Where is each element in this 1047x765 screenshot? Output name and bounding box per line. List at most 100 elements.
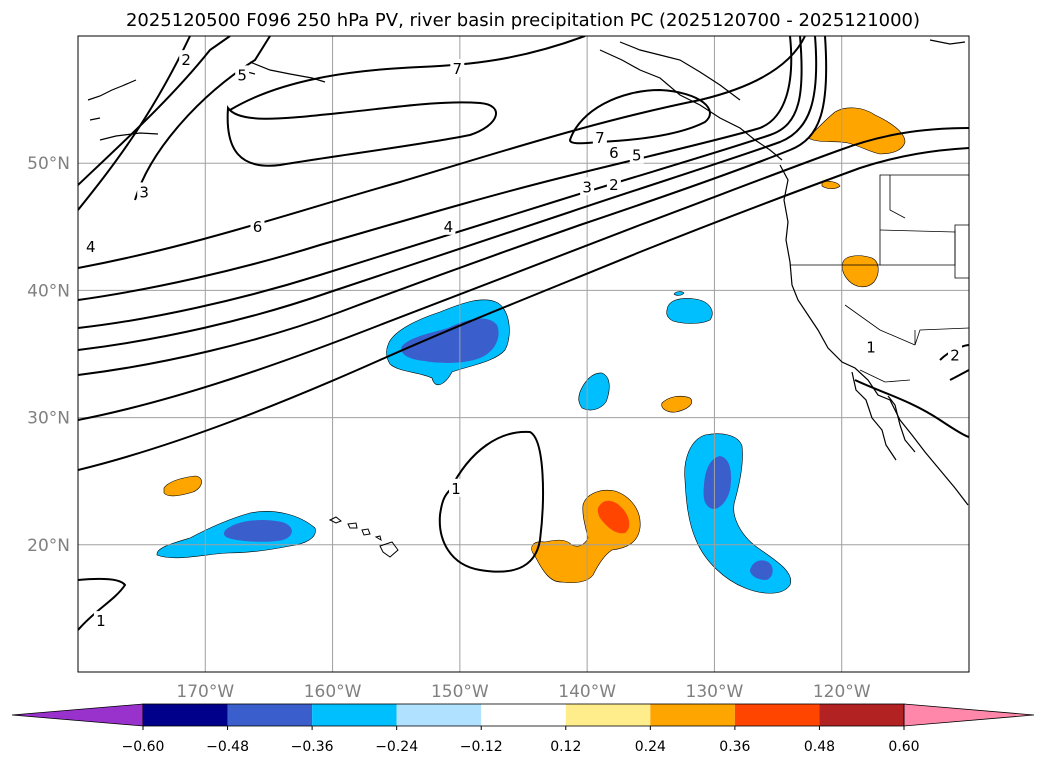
precip-region-west-positive xyxy=(163,475,202,497)
contour-label-bg xyxy=(863,337,878,356)
contour-label-bg xyxy=(441,216,456,235)
pv-contour-label: 3 xyxy=(139,183,149,201)
hawaiian-islands xyxy=(328,516,399,558)
lat-tick-label: 50°N xyxy=(27,154,70,174)
lon-tick-label: 130°W xyxy=(686,682,744,702)
pv-contour-1-east xyxy=(854,379,969,438)
pv-contour-1-tropical xyxy=(438,430,544,573)
contour-label-bg xyxy=(629,145,644,164)
pv-contour-label: 1 xyxy=(451,480,461,498)
colorbar-tick-label: −0.36 xyxy=(291,739,334,755)
pv-contour-label: 6 xyxy=(609,144,619,162)
lat-tick-label: 30°N xyxy=(27,409,70,429)
precip-region-hawaii-west xyxy=(156,511,316,559)
pv-contour-label: 2 xyxy=(609,176,619,194)
precip-region-hawaii-east-positive xyxy=(531,489,641,584)
gridlines xyxy=(78,36,969,672)
lon-tick-label: 120°W xyxy=(813,682,871,702)
pv-contour-label: 6 xyxy=(253,218,263,236)
pv-contour-ridge-5 xyxy=(78,127,969,421)
pv-contour-label: 7 xyxy=(595,129,605,147)
colorbar-extend-max xyxy=(903,703,1035,727)
contour-label-bg xyxy=(83,237,98,256)
colorbar-segment xyxy=(819,704,904,726)
contour-label-bg xyxy=(450,59,465,78)
pv-contour-label: 3 xyxy=(582,178,592,196)
contour-label-bg xyxy=(606,143,621,162)
lon-tick-label: 140°W xyxy=(558,682,616,702)
contour-label-bg xyxy=(235,65,250,84)
latitude-tick-labels: 20°N 30°N 40°N 50°N xyxy=(27,154,70,556)
pv-contour-label: 4 xyxy=(444,218,454,236)
contour-label-bg xyxy=(137,182,152,201)
contour-label-bg xyxy=(449,478,464,497)
pv-contour-3-west xyxy=(78,36,231,186)
colorbar-segment xyxy=(227,704,313,726)
pv-contour-2-east-b xyxy=(949,369,969,381)
contour-label-bg xyxy=(947,345,962,364)
colorbar-segment xyxy=(481,704,566,726)
contour-label-bg xyxy=(606,174,621,193)
chart-title: 2025120500 F096 250 hPa PV, river basin … xyxy=(126,10,920,31)
precip-region-bc-positive xyxy=(807,107,906,155)
colorbar-segment xyxy=(312,704,397,726)
pv-contour-label: 2 xyxy=(181,51,191,69)
colorbar-tick-label: −0.60 xyxy=(122,739,165,755)
colorbar-tick-label: 0.24 xyxy=(635,739,666,755)
lon-tick-label: 170°W xyxy=(176,682,234,702)
colorbar-segment xyxy=(143,704,228,726)
precip-region-small-positive xyxy=(821,180,841,189)
colorbar-segment xyxy=(396,704,482,726)
lon-tick-label: 160°W xyxy=(304,682,362,702)
colorbar-segment xyxy=(734,704,820,726)
contour-label-bg xyxy=(250,216,265,235)
precip-region-small-a xyxy=(578,372,610,411)
pv-contour-ridge-3 xyxy=(78,36,818,351)
contour-label-bg xyxy=(179,50,194,69)
pv-contour-label: 5 xyxy=(237,66,247,84)
pv-contour-label: 1 xyxy=(96,612,106,630)
pv-contour-1-southwest xyxy=(78,577,127,631)
contour-label-bg xyxy=(580,177,595,196)
pv-contour-2-west xyxy=(78,36,191,211)
colorbar-segment xyxy=(650,704,735,726)
pv-contour-label: 2 xyxy=(950,346,960,364)
precip-region-east-pacific-south xyxy=(684,433,792,594)
precip-region-central-pacific xyxy=(386,299,510,386)
colorbar-tick-label: 0.12 xyxy=(550,739,581,755)
colorbar-tick-label: 0.48 xyxy=(804,739,835,755)
pv-contour-1-north xyxy=(78,36,806,269)
precip-region-mid-positive xyxy=(661,395,693,413)
pv-contours xyxy=(78,36,969,631)
colorbar-tick-label: −0.48 xyxy=(206,739,249,755)
colorbar: −0.60 −0.48 −0.36 −0.24 −0.12 0.12 0.24 0.36 0.4… xyxy=(11,703,1035,755)
colorbar-frame xyxy=(142,703,905,727)
precip-region-small-b xyxy=(666,291,713,324)
pv-contour-6-loop xyxy=(226,101,497,167)
colorbar-tick-label: 0.60 xyxy=(888,739,919,755)
map-frame xyxy=(77,35,970,673)
colorbar-tick-label: 0.36 xyxy=(719,739,750,755)
pv-contour-label: 7 xyxy=(453,60,463,78)
state-borders xyxy=(790,174,969,383)
longitude-tick-labels: 170°W 160°W 150°W 140°W 130°W 120°W xyxy=(176,682,870,702)
pv-contour-ridge-1 xyxy=(78,36,793,301)
pv-contour-ridge-2 xyxy=(78,36,803,329)
pv-contour-label: 5 xyxy=(632,147,642,165)
colorbar-extend-min xyxy=(11,703,144,727)
colorbar-tick-label: −0.24 xyxy=(375,739,418,755)
contour-label-bg xyxy=(592,127,607,146)
precip-region-oregon-positive xyxy=(841,255,879,288)
pv-contour-label: 4 xyxy=(86,238,96,256)
lat-tick-label: 20°N xyxy=(27,536,70,556)
contour-label-bg xyxy=(93,611,108,630)
pv-contour-ridge-6 xyxy=(78,147,969,471)
lat-tick-label: 40°N xyxy=(27,281,70,301)
coastlines xyxy=(87,39,969,506)
pv-contour-label: 1 xyxy=(866,339,876,357)
pv-contour-7-arc xyxy=(229,36,586,111)
pv-contour-ridge-4 xyxy=(78,36,828,376)
